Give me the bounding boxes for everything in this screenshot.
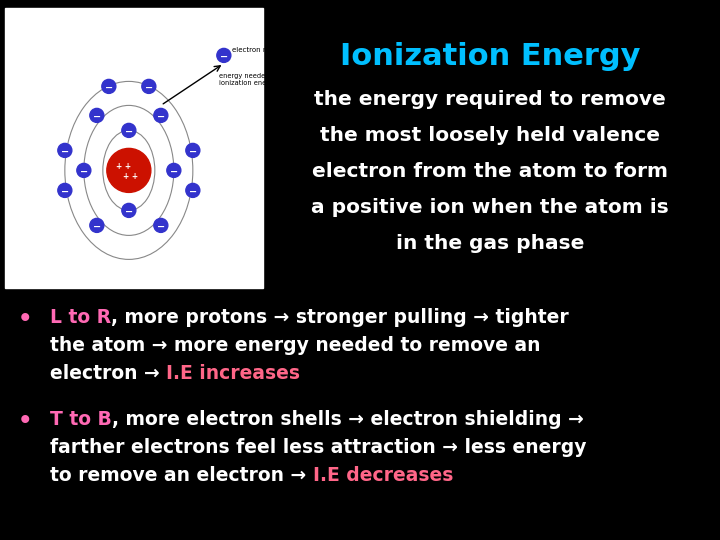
- Text: −: −: [170, 166, 178, 177]
- Circle shape: [90, 109, 104, 123]
- Text: + +: + +: [116, 162, 132, 171]
- Text: L to R: L to R: [50, 308, 111, 327]
- Text: −: −: [157, 111, 165, 122]
- Text: + +: + +: [123, 172, 138, 181]
- Text: , more electron shells → electron shielding →: , more electron shells → electron shield…: [112, 410, 584, 429]
- Text: energy needed =
ionization energy: energy needed = ionization energy: [219, 73, 277, 86]
- Text: the atom → more energy needed to remove an: the atom → more energy needed to remove …: [50, 336, 541, 355]
- Circle shape: [186, 184, 200, 198]
- Text: •: •: [18, 308, 32, 331]
- Circle shape: [107, 148, 150, 192]
- Circle shape: [154, 109, 168, 123]
- Circle shape: [58, 184, 72, 198]
- Text: −: −: [125, 126, 133, 137]
- Text: −: −: [80, 166, 88, 177]
- Text: −: −: [125, 206, 133, 217]
- Text: T to B: T to B: [50, 410, 112, 429]
- Text: Ionization Energy: Ionization Energy: [340, 42, 640, 71]
- Text: −: −: [60, 146, 69, 157]
- Text: , more protons → stronger pulling → tighter: , more protons → stronger pulling → tigh…: [111, 308, 569, 327]
- Circle shape: [77, 164, 91, 178]
- Text: I.E decreases: I.E decreases: [312, 466, 453, 485]
- Text: a positive ion when the atom is: a positive ion when the atom is: [311, 198, 669, 217]
- Circle shape: [102, 79, 116, 93]
- Text: to remove an electron →: to remove an electron →: [50, 466, 312, 485]
- Text: in the gas phase: in the gas phase: [396, 234, 584, 253]
- Circle shape: [58, 144, 72, 157]
- Text: I.E increases: I.E increases: [166, 364, 300, 383]
- Text: −: −: [189, 146, 197, 157]
- Circle shape: [154, 218, 168, 232]
- Text: •: •: [18, 410, 32, 433]
- Text: −: −: [189, 186, 197, 197]
- Circle shape: [122, 124, 136, 137]
- Text: −: −: [60, 186, 69, 197]
- Text: farther electrons feel less attraction → less energy: farther electrons feel less attraction →…: [50, 438, 587, 457]
- Text: electron →: electron →: [50, 364, 166, 383]
- Text: electron from the atom to form: electron from the atom to form: [312, 162, 668, 181]
- Text: −: −: [145, 83, 153, 92]
- Bar: [5, 8, 263, 288]
- Text: the most loosely held valence: the most loosely held valence: [320, 126, 660, 145]
- Text: −: −: [93, 221, 101, 232]
- Text: −: −: [157, 221, 165, 232]
- Text: electron released: electron released: [232, 48, 292, 53]
- Text: −: −: [220, 51, 228, 62]
- Text: the energy required to remove: the energy required to remove: [314, 90, 666, 109]
- Circle shape: [142, 79, 156, 93]
- Text: −: −: [105, 83, 113, 92]
- Circle shape: [186, 144, 200, 157]
- Circle shape: [217, 49, 231, 63]
- Text: −: −: [93, 111, 101, 122]
- Circle shape: [122, 204, 136, 218]
- Circle shape: [90, 218, 104, 232]
- Circle shape: [167, 164, 181, 178]
